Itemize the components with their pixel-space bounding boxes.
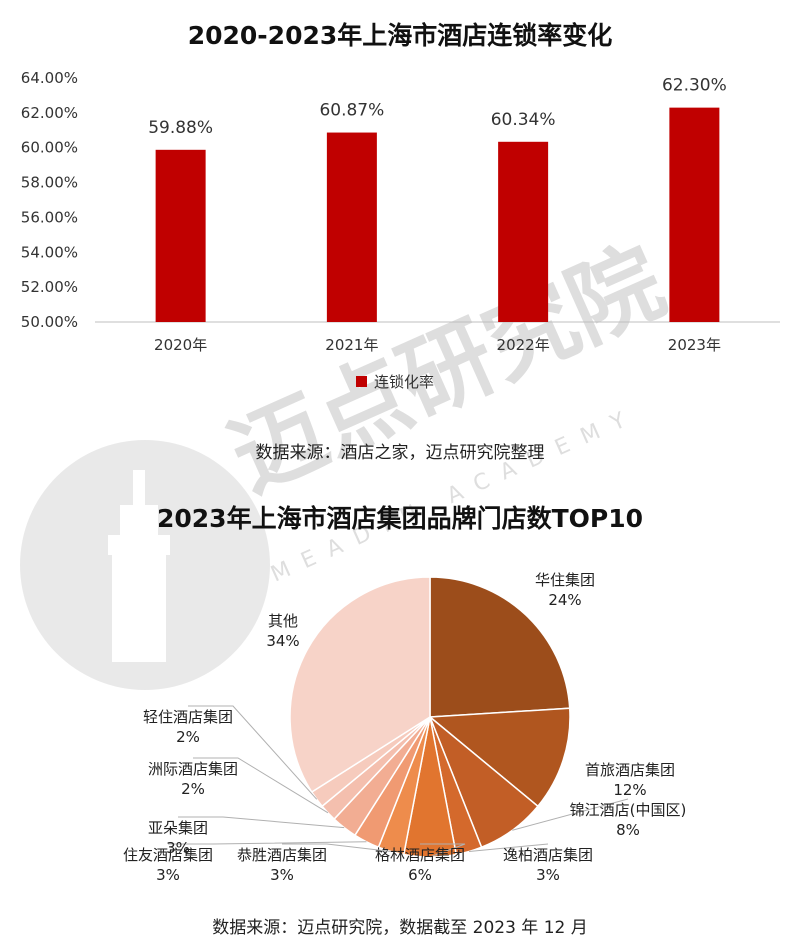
pie-slice-percent: 3% (536, 866, 560, 884)
y-tick-label: 62.00% (21, 104, 78, 122)
pie-chart-title: 2023年上海市酒店集团品牌门店数TOP10 (157, 504, 643, 533)
bar (498, 142, 548, 322)
y-tick-label: 50.00% (21, 313, 78, 331)
pie-slice-percent: 2% (176, 728, 200, 746)
pie-slice-percent: 2% (181, 780, 205, 798)
pie-slice-percent: 34% (266, 632, 299, 650)
bar-data-label: 60.34% (491, 110, 556, 130)
pie-slice-name: 恭胜酒店集团 (237, 846, 327, 864)
bar-data-label: 62.30% (662, 76, 727, 96)
pie-slice-name: 首旅酒店集团 (585, 761, 675, 779)
bar-source-note: 数据来源：酒店之家，迈点研究院整理 (256, 443, 545, 463)
pie-slice-name: 格林酒店集团 (375, 846, 465, 864)
pie-slice-percent: 12% (613, 781, 646, 799)
bar (156, 150, 206, 322)
pie-slice-percent: 6% (408, 866, 432, 884)
pie-slice-percent: 8% (616, 821, 640, 839)
x-tick-label: 2023年 (668, 336, 721, 354)
pie-source-note: 数据来源：迈点研究院，数据截至 2023 年 12 月 (212, 918, 588, 938)
x-tick-label: 2021年 (325, 336, 378, 354)
pie-slice-name: 洲际酒店集团 (148, 760, 238, 778)
pie-slice-percent: 3% (166, 839, 190, 857)
pie-slices (290, 577, 570, 857)
y-tick-label: 56.00% (21, 208, 78, 226)
pie-slice-percent: 3% (270, 866, 294, 884)
bar-data-label: 59.88% (148, 118, 213, 138)
pie-slice-name: 轻住酒店集团 (143, 708, 233, 726)
pie-slice-name: 华住集团 (535, 571, 595, 589)
bar (327, 133, 377, 322)
x-tick-label: 2022年 (497, 336, 550, 354)
y-tick-label: 54.00% (21, 243, 78, 261)
y-tick-label: 58.00% (21, 174, 78, 192)
pie-leader-line (168, 842, 366, 844)
pie-slice-percent: 3% (156, 866, 180, 884)
bar-data-label: 60.87% (319, 101, 384, 121)
x-tick-label: 2020年 (154, 336, 207, 354)
watermark-cn-text: 迈点研究院 (215, 227, 679, 512)
y-tick-label: 64.00% (21, 69, 78, 87)
y-tick-label: 60.00% (21, 139, 78, 157)
bar-y-axis: 50.00% 52.00% 54.00% 56.00% 58.00% 60.00% 62.0… (21, 69, 78, 331)
pie-slice-percent: 24% (548, 591, 581, 609)
legend-swatch (356, 376, 367, 387)
bar-chart-title: 2020-2023年上海市酒店连锁率变化 (188, 21, 613, 50)
y-tick-label: 52.00% (21, 278, 78, 296)
pie-slice-name: 锦江酒店(中国区) (570, 801, 687, 819)
bar (669, 108, 719, 322)
legend-label: 连锁化率 (374, 373, 434, 391)
pie-slice-name: 其他 (268, 612, 298, 630)
pie-slice-name: 逸柏酒店集团 (503, 846, 593, 864)
pie-slice-name: 亚朵集团 (148, 819, 208, 837)
